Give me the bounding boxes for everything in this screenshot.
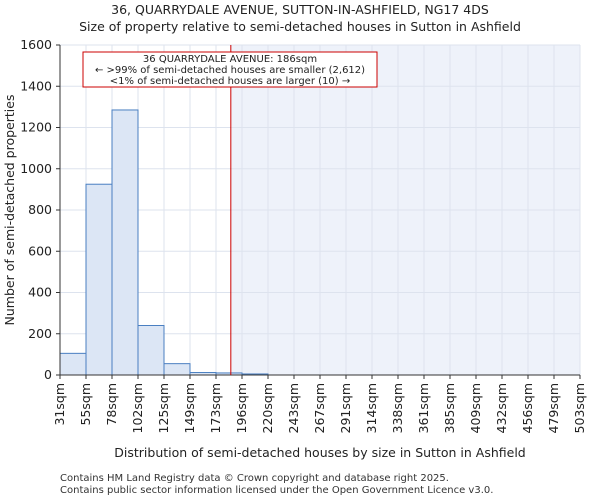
x-tick-label: 338sqm [390,383,405,433]
y-tick-label: 600 [28,243,52,258]
y-tick-label: 1200 [20,120,52,135]
histogram-bar [137,325,165,376]
y-tick-label: 200 [28,326,52,341]
y-axis-label: Number of semi-detached properties [2,95,17,326]
x-tick-label: 456sqm [520,383,535,433]
histogram-bar [85,183,113,376]
x-tick-label: 196sqm [234,383,249,433]
histogram-bar [59,352,87,376]
x-tick-label: 314sqm [364,383,379,433]
y-tick-label: 1600 [20,37,52,52]
x-tick-label: 267sqm [312,383,327,433]
y-tick-label: 1400 [20,78,52,93]
footer-licence: Contains public sector information licen… [60,485,494,496]
annotation-box [82,51,378,88]
footer-copyright: Contains HM Land Registry data © Crown c… [60,473,449,484]
y-tick-label: 800 [28,202,52,217]
x-tick-label: 173sqm [208,383,223,433]
histogram-bar [163,363,191,376]
x-tick-label: 432sqm [494,383,509,433]
x-tick-label: 220sqm [260,383,275,433]
y-tick-label: 400 [28,285,52,300]
histogram-bar [111,109,139,376]
x-tick-label: 409sqm [468,383,483,433]
x-tick-label: 149sqm [182,383,197,433]
annotation-line: <1% of semi-detached houses are larger (… [110,76,350,87]
x-tick-label: 55sqm [78,383,93,426]
x-tick-label: 78sqm [104,383,119,426]
x-tick-label: 243sqm [286,383,301,433]
x-tick-label: 385sqm [442,383,457,433]
annotation-line: 36 QUARRYDALE AVENUE: 186sqm [143,54,317,65]
x-tick-label: 291sqm [338,383,353,433]
x-tick-label: 102sqm [130,383,145,433]
y-tick-label: 1000 [20,161,52,176]
x-tick-label: 479sqm [546,383,561,433]
histogram-chart: 0 200 400 600 800 1000 1200 1400 1600 31sqm 55sqm 7… [2,37,587,460]
y-tick-label: 0 [44,367,52,382]
x-tick-label: 361sqm [416,383,431,433]
x-tick-label: 503sqm [572,383,587,433]
chart-title: 36, QUARRYDALE AVENUE, SUTTON-IN-ASHFIEL… [111,2,489,17]
chart-subtitle: Size of property relative to semi-detach… [79,19,521,34]
x-tick-label: 31sqm [52,383,67,426]
x-tick-label: 125sqm [156,383,171,433]
annotation-line: ← >99% of semi-detached houses are small… [95,65,365,76]
x-axis-label: Distribution of semi-detached houses by … [114,445,525,460]
